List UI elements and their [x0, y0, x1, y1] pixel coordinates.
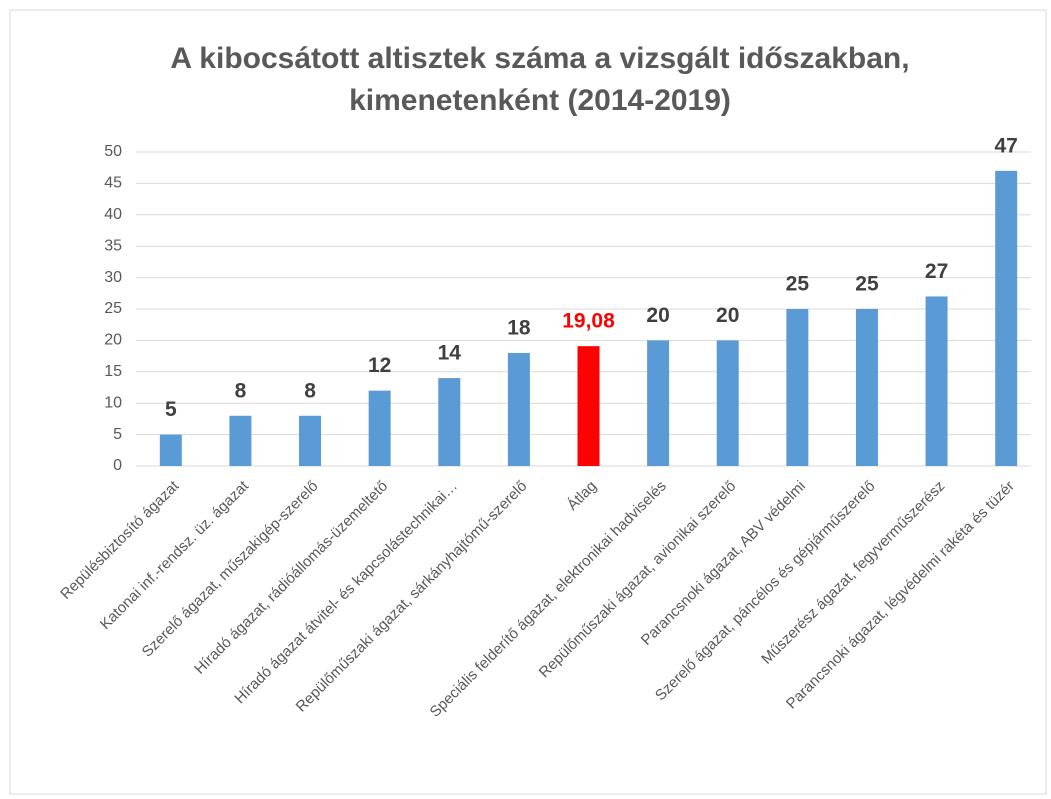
y-tick-label: 40	[104, 206, 122, 223]
y-tick-label: 35	[104, 237, 122, 254]
data-label: 25	[855, 273, 879, 296]
y-tick-label: 0	[113, 457, 122, 474]
y-tick-label: 30	[104, 269, 122, 286]
data-label: 14	[438, 342, 462, 365]
bar	[647, 340, 670, 466]
data-label: 27	[925, 260, 948, 283]
chart-title: kimenetenként (2014-2019)	[349, 84, 731, 117]
y-tick-label: 25	[104, 300, 122, 317]
bar	[299, 415, 322, 466]
data-label: 12	[368, 354, 391, 377]
y-tick-label: 45	[104, 175, 122, 192]
y-tick-label: 5	[113, 426, 122, 443]
bar	[995, 170, 1018, 466]
data-label: 20	[646, 304, 669, 327]
data-label: 25	[786, 273, 810, 296]
bar	[438, 378, 461, 466]
bar	[368, 390, 391, 466]
chart-title: A kibocsátott altisztek száma a vizsgált…	[170, 42, 909, 75]
y-tick-label: 10	[104, 394, 122, 411]
data-label: 5	[165, 398, 177, 421]
y-tick-label: 50	[104, 143, 122, 160]
data-label: 8	[235, 379, 247, 402]
data-label: 47	[995, 134, 1018, 157]
bar	[716, 340, 739, 466]
bar	[577, 346, 600, 466]
y-tick-label: 15	[104, 363, 122, 380]
data-label: 20	[716, 304, 739, 327]
bar	[786, 309, 809, 466]
bar	[507, 352, 530, 466]
data-label: 18	[507, 317, 531, 340]
bar	[925, 296, 948, 466]
y-tick-label: 20	[104, 332, 122, 349]
bar	[855, 309, 878, 466]
bar	[229, 415, 252, 466]
data-label: 8	[304, 379, 316, 402]
bar	[159, 434, 182, 466]
data-label: 19,08	[562, 310, 615, 333]
